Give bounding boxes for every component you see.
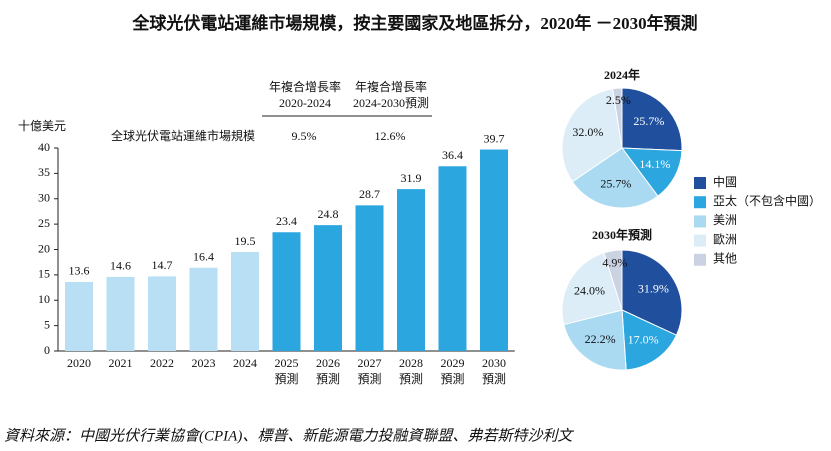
x-tick-label: 2022 bbox=[150, 356, 174, 370]
bar bbox=[438, 166, 467, 351]
legend-swatch bbox=[694, 253, 706, 266]
pie-slice bbox=[561, 88, 623, 183]
slice-label: 25.7% bbox=[633, 114, 664, 128]
pie-slice bbox=[621, 87, 683, 152]
slice-label: 4.9% bbox=[602, 256, 627, 270]
value-label: 16.4 bbox=[193, 250, 214, 264]
pie-title: 2024年 bbox=[604, 67, 640, 82]
value-label: 31.9 bbox=[401, 171, 422, 185]
y-tick-label: 10 bbox=[38, 292, 50, 306]
bar bbox=[106, 276, 135, 351]
bar bbox=[272, 232, 301, 351]
value-label: 13.6 bbox=[69, 264, 90, 278]
pie-title: 2030年預測 bbox=[592, 227, 652, 242]
x-tick-label: 2027 預測 bbox=[357, 356, 382, 386]
value-label: 28.7 bbox=[359, 187, 380, 201]
legend-swatch bbox=[694, 215, 706, 228]
y-axis-label: 十億美元 bbox=[18, 119, 66, 133]
y-tick-label: 40 bbox=[38, 140, 50, 154]
legend-swatch bbox=[694, 234, 706, 247]
y-tick-label: 30 bbox=[38, 191, 50, 205]
value-label: 14.6 bbox=[110, 259, 131, 273]
legend-label: 美洲 bbox=[713, 213, 737, 227]
pie-slice bbox=[571, 147, 659, 209]
bar bbox=[355, 205, 384, 351]
slice-label: 25.7% bbox=[600, 176, 631, 190]
y-tick-label: 25 bbox=[38, 216, 50, 230]
bar bbox=[397, 189, 425, 351]
bar bbox=[314, 225, 342, 351]
cagr-header: 年複合增長率 2024-2030預測 bbox=[353, 80, 429, 110]
x-tick-label: 2020 bbox=[67, 356, 91, 370]
value-label: 14.7 bbox=[152, 258, 173, 272]
x-tick-label: 2030 預測 bbox=[481, 356, 506, 386]
slice-label: 24.0% bbox=[574, 284, 605, 298]
pie-slice bbox=[621, 249, 683, 336]
x-tick-label: 2021 bbox=[108, 356, 133, 370]
chart-title: 全球光伏電站運維市場規模，按主要國家及地區拆分，2020年 －2030年預測 bbox=[131, 13, 697, 33]
x-tick-label: 2029 預測 bbox=[440, 356, 465, 386]
pie-slice bbox=[563, 309, 627, 371]
y-tick-label: 35 bbox=[38, 165, 50, 179]
value-label: 23.4 bbox=[276, 214, 297, 228]
x-tick-label: 2028 預測 bbox=[398, 356, 423, 386]
slice-label: 22.2% bbox=[585, 332, 616, 346]
value-label: 39.7 bbox=[484, 131, 505, 145]
x-tick-label: 2024 bbox=[233, 356, 257, 370]
legend-swatch bbox=[694, 177, 706, 189]
pie-slice bbox=[621, 309, 678, 371]
slice-label: 31.9% bbox=[638, 282, 669, 296]
cagr-value: 9.5% bbox=[292, 129, 317, 143]
x-tick-label: 2025 預測 bbox=[274, 356, 299, 386]
value-label: 19.5 bbox=[235, 234, 256, 248]
pie-slice bbox=[612, 87, 623, 149]
value-label: 36.4 bbox=[442, 148, 463, 162]
legend-label: 中國 bbox=[713, 174, 737, 189]
cagr-value: 12.6% bbox=[375, 129, 406, 143]
legend-swatch bbox=[694, 196, 706, 209]
legend-label: 其他 bbox=[713, 252, 737, 266]
y-tick-label: 5 bbox=[44, 317, 50, 331]
slice-label: 32.0% bbox=[572, 125, 603, 139]
pie-slice bbox=[561, 252, 623, 326]
x-tick-label: 2026 預測 bbox=[315, 356, 340, 386]
bar bbox=[480, 149, 508, 351]
y-tick-label: 15 bbox=[38, 267, 50, 281]
x-tick-label: 2023 bbox=[191, 356, 216, 370]
slice-label: 2.5% bbox=[606, 93, 631, 107]
cagr-header: 年複合增長率 2020-2024 bbox=[268, 80, 341, 110]
bar bbox=[65, 281, 93, 351]
bar bbox=[189, 267, 218, 351]
bar bbox=[231, 252, 259, 351]
value-label: 24.8 bbox=[318, 207, 339, 221]
y-tick-label: 0 bbox=[44, 343, 50, 357]
slice-label: 14.1% bbox=[639, 157, 670, 171]
pie-slice bbox=[620, 147, 683, 197]
slice-label: 17.0% bbox=[628, 332, 659, 346]
cagr-row-label: 全球光伏電站運維市場規模 bbox=[111, 128, 255, 143]
bar bbox=[148, 276, 176, 351]
source-note: 資料來源：中國光伏行業協會(CPIA)、標普、新能源電力投融資聯盟、弗若斯特沙利… bbox=[4, 427, 574, 444]
legend-label: 歐洲 bbox=[713, 231, 737, 246]
y-tick-label: 20 bbox=[38, 241, 50, 255]
legend-label: 亞太（不包含中國） bbox=[713, 193, 821, 208]
pie-slice bbox=[603, 249, 623, 311]
